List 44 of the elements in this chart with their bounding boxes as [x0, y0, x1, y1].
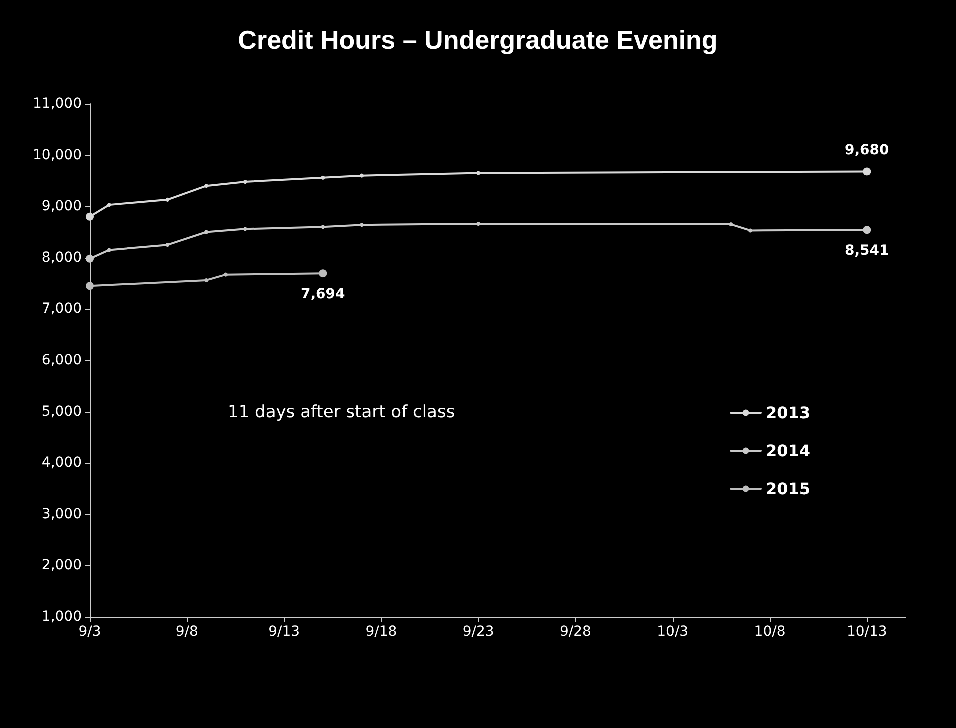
- y-tick-label: 10,000: [33, 147, 82, 164]
- y-tick-label: 7,000: [42, 301, 82, 318]
- y-tick-label: 5,000: [42, 404, 82, 420]
- point: [476, 222, 481, 226]
- point: [166, 243, 170, 248]
- point: [360, 174, 364, 178]
- x-tick-label: 10/8: [754, 624, 786, 640]
- point: [107, 203, 112, 208]
- point: [321, 176, 326, 180]
- point: [476, 171, 481, 176]
- x-tick-label: 9/28: [560, 624, 592, 640]
- x-tick-label: 10/13: [846, 624, 888, 640]
- point: [107, 248, 112, 252]
- data-label: 9,680: [844, 142, 890, 159]
- y-tick-label: 9,000: [42, 198, 82, 215]
- legend-label: 2013: [766, 404, 811, 422]
- y-tick-label: 8,000: [42, 250, 82, 266]
- y-tick-label: 6,000: [42, 352, 82, 368]
- y-tick-label: 2,000: [42, 558, 82, 574]
- point: [360, 223, 364, 228]
- point: [166, 198, 170, 202]
- point: [243, 180, 248, 184]
- x-tick-label: 9/23: [462, 624, 494, 640]
- legend-label: 2015: [766, 480, 811, 498]
- data-label: 8,541: [844, 243, 890, 260]
- data-label: 7,694: [300, 286, 346, 303]
- point: [729, 222, 734, 227]
- point: [204, 230, 209, 234]
- point: [748, 228, 753, 233]
- x-tick-label: 9/18: [366, 624, 398, 640]
- x-tick-label: 10/3: [657, 624, 689, 640]
- x-tick-label: 9/13: [268, 624, 300, 640]
- y-tick-label: 1,000: [42, 609, 82, 625]
- annotation: 11 days after start of class: [228, 402, 456, 422]
- point: [204, 184, 209, 188]
- point: [243, 227, 248, 232]
- legend-label: 2014: [766, 442, 811, 460]
- point: [321, 225, 326, 230]
- x-tick-label: 9/8: [176, 624, 198, 640]
- y-tick-label: 4,000: [42, 455, 82, 472]
- y-tick-label: 3,000: [42, 506, 82, 522]
- y-tick-label: 11,000: [33, 96, 82, 112]
- chart-title: Credit Hours – Undergraduate Evening: [238, 25, 718, 55]
- x-tick-label: 9/3: [78, 624, 102, 640]
